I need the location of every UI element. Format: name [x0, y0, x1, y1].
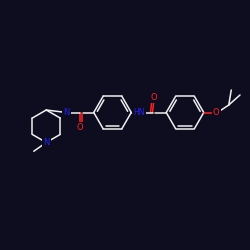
Text: N: N	[63, 108, 70, 117]
Text: N: N	[43, 138, 50, 147]
Text: O: O	[77, 123, 83, 132]
Text: HN: HN	[133, 108, 144, 117]
Text: O: O	[213, 108, 220, 117]
Text: O: O	[150, 93, 157, 102]
